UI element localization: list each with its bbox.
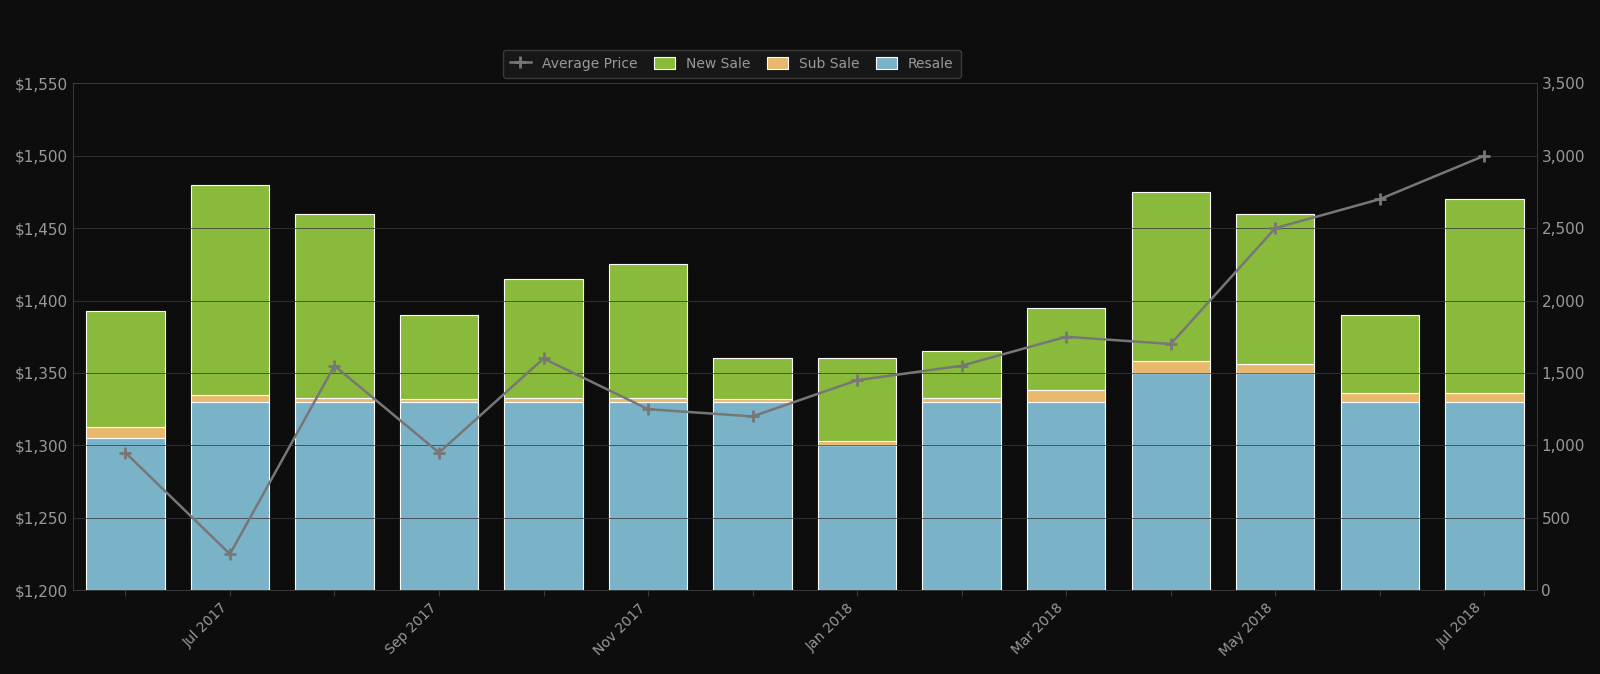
Bar — [1027, 402, 1106, 590]
Bar — [400, 399, 478, 402]
Bar — [610, 264, 688, 398]
Bar — [818, 446, 896, 590]
Average Price — [1475, 152, 1494, 160]
Bar — [1445, 199, 1523, 393]
Bar — [1341, 402, 1419, 590]
Bar — [86, 438, 165, 590]
Bar — [504, 279, 582, 398]
Average Price — [429, 449, 448, 457]
Average Price — [742, 412, 762, 421]
Bar — [1131, 192, 1210, 361]
Average Price — [1056, 333, 1075, 341]
Average Price — [221, 550, 240, 558]
Bar — [296, 398, 374, 402]
Bar — [714, 359, 792, 399]
Bar — [1027, 308, 1106, 390]
Bar — [1027, 390, 1106, 402]
Bar — [818, 359, 896, 441]
Bar — [610, 398, 688, 402]
Bar — [610, 402, 688, 590]
Bar — [190, 395, 269, 402]
Line: Average Price: Average Price — [118, 150, 1491, 560]
Bar — [86, 311, 165, 427]
Average Price — [1266, 224, 1285, 232]
Bar — [818, 441, 896, 446]
Bar — [1237, 214, 1315, 364]
Bar — [1131, 373, 1210, 590]
Bar — [400, 402, 478, 590]
Average Price — [325, 362, 344, 370]
Average Price — [638, 405, 658, 413]
Bar — [1131, 361, 1210, 373]
Legend: Average Price, New Sale, Sub Sale, Resale: Average Price, New Sale, Sub Sale, Resal… — [502, 50, 960, 78]
Bar — [1341, 393, 1419, 402]
Bar — [923, 398, 1002, 402]
Average Price — [1370, 195, 1389, 203]
Average Price — [115, 449, 134, 457]
Bar — [296, 214, 374, 398]
Bar — [1237, 364, 1315, 373]
Average Price — [1162, 340, 1181, 348]
Bar — [190, 402, 269, 590]
Bar — [296, 402, 374, 590]
Bar — [1237, 373, 1315, 590]
Bar — [190, 185, 269, 395]
Average Price — [534, 355, 554, 363]
Bar — [504, 402, 582, 590]
Bar — [86, 427, 165, 438]
Bar — [923, 402, 1002, 590]
Bar — [400, 315, 478, 399]
Bar — [1341, 315, 1419, 393]
Bar — [1445, 402, 1523, 590]
Average Price — [952, 362, 971, 370]
Average Price — [848, 376, 867, 384]
Bar — [714, 399, 792, 402]
Bar — [923, 351, 1002, 398]
Bar — [504, 398, 582, 402]
Bar — [714, 402, 792, 590]
Bar — [1445, 393, 1523, 402]
